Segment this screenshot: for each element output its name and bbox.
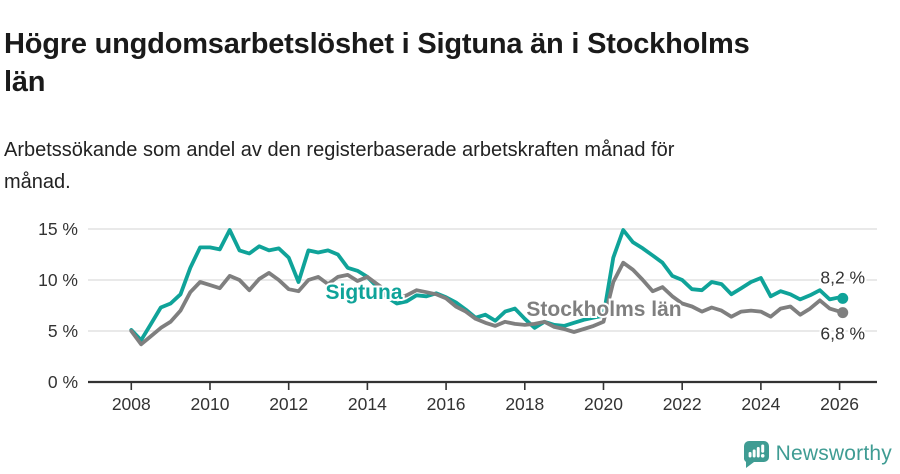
x-axis-tick-label: 2024 (741, 394, 780, 414)
x-axis-tick-label: 2026 (820, 394, 859, 414)
x-axis-tick-label: 2010 (191, 394, 230, 414)
x-axis-tick-label: 2020 (584, 394, 623, 414)
series-label: Stockholms län (526, 298, 681, 321)
series-end-dot (837, 307, 849, 319)
x-axis-tick-label: 2012 (269, 394, 308, 414)
series-end-value-label: 8,2 % (820, 267, 865, 287)
chart-subtitle: Arbetssökande som andel av den registerb… (4, 134, 864, 198)
series-line-stockholms-lan (129, 260, 845, 347)
chart-title: Högre ungdomsarbetslöshet i Sigtuna än i… (4, 25, 894, 101)
chart-subtitle-line-2: månad. (4, 171, 71, 193)
series-line-sigtuna (129, 228, 845, 343)
series-label: Sigtuna (326, 281, 403, 304)
x-axis-tick-label: 2008 (112, 394, 151, 414)
x-axis-tick-label: 2018 (505, 394, 544, 414)
x-axis-tick-label: 2016 (427, 394, 466, 414)
newsworthy-brand-link[interactable]: Newsworthy (743, 438, 892, 470)
x-axis-tick-label: 2014 (348, 394, 387, 414)
unemployment-line-chart: 0 % 5 % 10 % 15 % 2008 2010 2012 2014 2016 2018 20… (38, 219, 877, 414)
x-axis-tick-label: 2022 (663, 394, 702, 414)
chart-title-line-1: Högre ungdomsarbetslöshet i Sigtuna än i… (4, 28, 750, 61)
chart-subtitle-line-1: Arbetssökande som andel av den registerb… (4, 139, 675, 161)
y-axis-tick-label: 5 % (48, 321, 78, 341)
chart-title-line-2: län (4, 66, 46, 99)
newsworthy-logo-icon (743, 440, 769, 468)
series-end-value-label: 6,8 % (820, 324, 865, 344)
series-end-dot (837, 292, 849, 304)
y-axis-tick-label: 15 % (38, 219, 78, 239)
y-axis-tick-label: 10 % (38, 270, 78, 290)
y-axis-tick-label: 0 % (48, 372, 78, 392)
newsworthy-wordmark: Newsworthy (775, 442, 892, 465)
